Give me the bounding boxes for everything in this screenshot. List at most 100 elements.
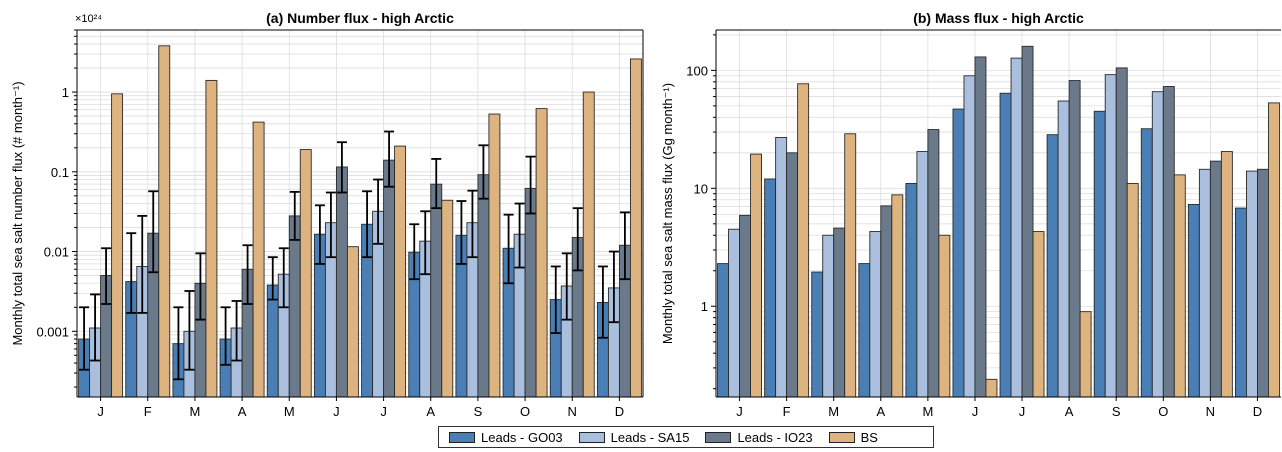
x-tick-label: N [568,404,577,419]
bar [750,153,762,398]
y-tick-label: 1 [62,85,69,100]
bar [1140,128,1153,398]
bar [252,121,265,398]
y-tick-label: 0.1 [51,165,69,180]
legend: Leads - GO03 Leads - SA15 Leads - IO23 B… [438,426,934,448]
x-tick-label: M [284,404,295,419]
bar [346,246,359,398]
x-tick-label: D [1253,404,1262,419]
y-exponent-label: ×10²⁴ [75,13,102,25]
bar [299,149,312,398]
panel-mass-flux: 1 10 100 J F M A M J J A S O N D (b) Mass flux - high A… [660,10,1281,419]
x-tick-label: J [333,404,340,419]
bar [1173,174,1186,398]
bar [1198,168,1211,398]
bar [1115,67,1128,398]
bar [905,182,918,398]
x-tick-label: O [520,404,530,419]
x-tick-label: O [1158,404,1168,419]
bar [524,187,537,398]
x-tick-label: D [615,404,624,419]
bar [811,271,824,398]
bar [1220,151,1233,398]
y-tick-label: 10 [694,181,708,196]
y-tick-label: 0.001 [36,324,69,339]
bar [158,45,171,398]
bar [477,174,490,398]
legend-swatch-sa15 [578,431,605,443]
bar [822,234,835,398]
bar [717,263,729,398]
x-tick-label: A [238,404,247,419]
legend-item-go03: Leads - GO03 [449,430,563,445]
bar [582,91,595,398]
chart-title: (b) Mass flux - high Arctic [913,10,1084,26]
bar [1046,134,1059,398]
bar [844,133,857,398]
legend-swatch-go03 [449,431,475,443]
legend-swatch-bs [828,431,855,443]
bar [1162,86,1175,398]
bar [205,79,218,398]
bar [1268,102,1280,398]
x-tick-label: J [972,404,979,419]
x-tick-label: S [1112,404,1121,419]
bar [1068,80,1081,398]
bar [891,194,904,398]
bar [999,92,1012,398]
bar [869,231,882,398]
legend-item-io23: Leads - IO23 [705,429,813,445]
x-tick-label: S [474,404,483,419]
bar [916,151,929,398]
bar [797,83,810,398]
bar [728,228,740,398]
bar [1021,45,1034,398]
y-tick-label: 1 [701,299,708,314]
x-tick-label: N [1206,404,1215,419]
bar [629,58,642,398]
panel-number-flux: 0.001 0.01 0.1 1 J F M A M J J A S O N D (a) Number flux… [10,10,644,419]
x-tick-label: A [1065,404,1074,419]
bar [1235,207,1247,398]
bar [288,215,301,398]
bar [952,108,965,398]
bar [938,234,951,398]
bar [1032,231,1045,398]
bar [786,152,799,398]
bar [1209,160,1222,398]
bar [775,136,788,398]
chart-title: (a) Number flux - high Arctic [266,10,454,26]
bar [764,178,777,398]
y-axis-label: Monthly total sea salt number flux (# mo… [10,81,25,345]
bar [1104,74,1117,398]
bar [430,183,443,398]
bar [963,75,976,398]
legend-label-sa15: Leads - SA15 [610,429,690,445]
bar [739,214,751,398]
bar [441,199,454,398]
bar [1079,311,1092,398]
legend-swatch-io23 [705,431,732,443]
x-tick-label: J [380,404,387,419]
bar [927,129,940,398]
bar [985,378,998,398]
legend-item-sa15: Leads - SA15 [578,429,690,445]
bar [1257,168,1269,398]
legend-item-bs: BS [828,429,878,445]
x-tick-label: F [144,404,152,419]
bar [1151,91,1164,398]
bar [1057,100,1070,398]
bar [383,159,396,398]
x-tick-label: F [783,404,791,419]
bar [880,205,893,398]
bar [266,284,279,398]
x-tick-label: A [426,404,435,419]
legend-label-bs: BS [860,429,878,445]
x-tick-label: M [922,404,933,419]
y-axis-label: Monthly total sea salt mass flux (Gg mon… [660,83,675,344]
legend-label-io23: Leads - IO23 [737,429,813,445]
bar [1187,203,1200,398]
bar [833,227,846,398]
bar [335,166,348,398]
x-tick-label: J [736,404,743,419]
